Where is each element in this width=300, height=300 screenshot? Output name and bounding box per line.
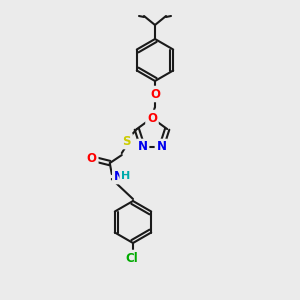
Text: Cl: Cl [126, 251, 138, 265]
Text: H: H [121, 171, 130, 181]
Text: S: S [122, 135, 131, 148]
Text: O: O [150, 88, 160, 100]
Text: N: N [114, 169, 124, 183]
Text: N: N [138, 140, 148, 153]
Text: O: O [147, 112, 157, 124]
Text: N: N [156, 140, 167, 153]
Text: O: O [87, 152, 97, 165]
